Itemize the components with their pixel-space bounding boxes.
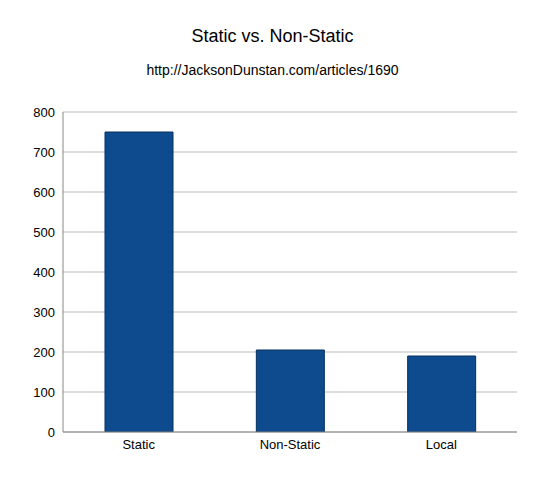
svg-text:Non-Static: Non-Static xyxy=(260,437,321,452)
svg-text:Static: Static xyxy=(122,437,155,452)
svg-text:800: 800 xyxy=(33,105,55,120)
svg-text:400: 400 xyxy=(33,265,55,280)
svg-text:300: 300 xyxy=(33,305,55,320)
html-text:Static vs. Non-Static: Static vs. Non-Static xyxy=(191,26,354,46)
svg-text:0: 0 xyxy=(48,425,55,440)
svg-text:600: 600 xyxy=(33,185,55,200)
svg-text:Local: Local xyxy=(426,437,457,452)
svg-text:200: 200 xyxy=(33,345,55,360)
svg-text:700: 700 xyxy=(33,145,55,160)
svg-text:500: 500 xyxy=(33,225,55,240)
svg-text:100: 100 xyxy=(33,385,55,400)
html-text:http://JacksonDunstan.com/arti: http://JacksonDunstan.com/articles/1690 xyxy=(146,62,399,78)
